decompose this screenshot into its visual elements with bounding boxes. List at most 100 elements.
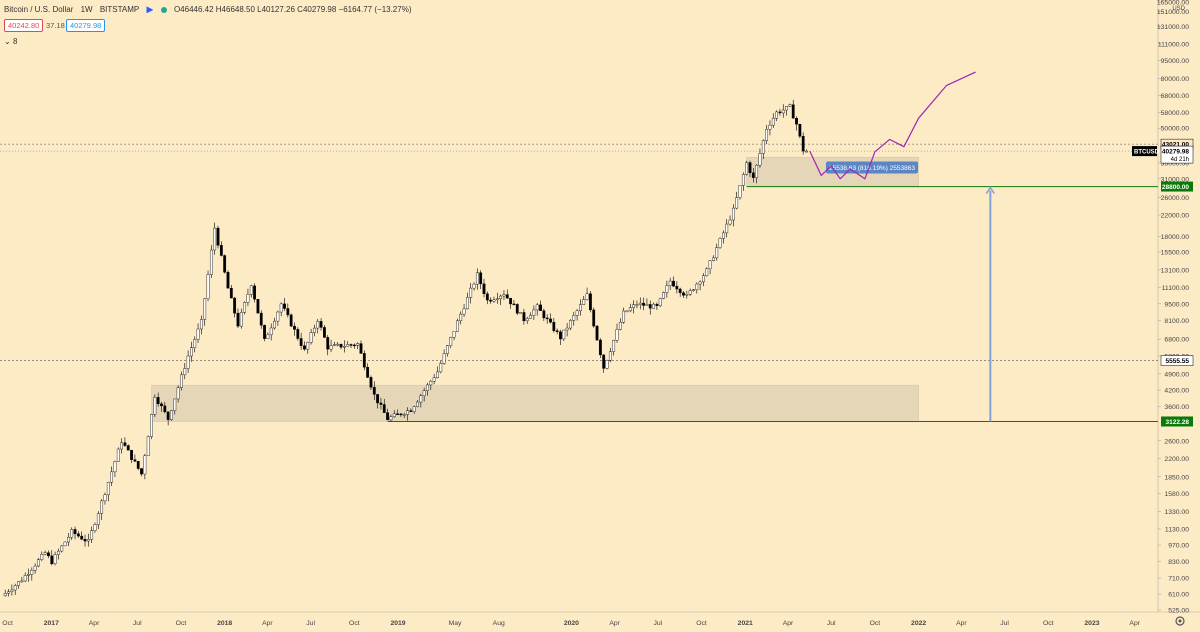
y-tick-label: 11100.00 [1162, 285, 1190, 292]
candle-body [715, 247, 719, 259]
candle-body [751, 172, 755, 178]
candle-body [173, 398, 177, 411]
candle-body [306, 342, 310, 350]
candle-body [386, 412, 389, 421]
y-tick-label: 1580.00 [1164, 491, 1189, 498]
candle-body [462, 308, 466, 315]
candle-body [136, 461, 140, 469]
x-tick-label: Apr [783, 620, 794, 627]
candle-body [379, 402, 383, 405]
measure-label: 25538.63 (816.19%) 2553863 [829, 165, 915, 172]
symbol-name[interactable]: Bitcoin / U.S. Dollar [4, 5, 74, 14]
candle-body [166, 411, 170, 420]
y-tick-label: 6800.00 [1164, 337, 1189, 344]
candle-body [33, 565, 37, 571]
candle-body [585, 293, 589, 300]
candle-body [628, 307, 632, 312]
candle-body [426, 384, 429, 391]
y-tick-label: 80000.00 [1161, 76, 1190, 83]
candle-body [409, 410, 413, 412]
candle-body [133, 459, 137, 462]
y-tick-label: 13100.00 [1161, 267, 1190, 274]
y-tick-label: 8100.00 [1164, 318, 1189, 325]
candle-body [778, 111, 782, 114]
candle-body [768, 124, 772, 130]
price-label-bg [1160, 355, 1194, 366]
candle-body [382, 404, 386, 413]
x-tick-label: 2017 [44, 620, 59, 627]
symbol-tag-bg [1132, 146, 1157, 157]
price-axis [1158, 0, 1200, 632]
candle-body [672, 280, 675, 287]
candle-body [675, 285, 679, 290]
candle-body [598, 339, 602, 356]
candle-body [113, 461, 117, 473]
symbol-tag: BTCUSD [1134, 150, 1160, 156]
y-tick-label: 111000.00 [1158, 41, 1189, 48]
candle-body [30, 570, 34, 575]
candle-body [163, 405, 167, 413]
candle-body [728, 219, 732, 225]
candle-body [685, 294, 689, 296]
candle-body [721, 232, 725, 239]
indicators-toggle[interactable]: ⌄ 8 [4, 37, 17, 46]
candle-body [170, 410, 173, 420]
candle-body [515, 304, 519, 314]
x-tick-label: Oct [176, 620, 187, 627]
candle-body [160, 403, 163, 407]
candle-body [801, 136, 805, 152]
ask-price[interactable]: 40279.98 [66, 19, 106, 32]
market-open-icon [160, 6, 167, 13]
candle-body [588, 293, 592, 311]
candle-body [110, 471, 114, 483]
candle-body [702, 275, 705, 283]
x-tick-label: 2021 [738, 620, 753, 627]
candle-body [239, 312, 243, 327]
y-tick-label: 1850.00 [1164, 474, 1189, 481]
candle-body [362, 353, 366, 368]
candle-body [452, 331, 456, 338]
y-tick-label: 95000.00 [1161, 58, 1190, 65]
x-tick-label: 2023 [1084, 620, 1099, 627]
interval-label[interactable]: 1W [80, 5, 93, 14]
candle-body [316, 321, 320, 329]
candle-body [86, 539, 90, 542]
candle-body [50, 555, 54, 565]
y-tick-label: 2600.00 [1164, 438, 1189, 445]
candle-body [519, 312, 522, 314]
candle-body [635, 304, 639, 306]
candle-body [419, 395, 423, 403]
candle-body [27, 574, 30, 576]
candle-body [349, 344, 353, 346]
candle-body [625, 310, 629, 313]
candle-body [243, 302, 247, 313]
candle-body [708, 260, 712, 269]
gear-icon[interactable] [1175, 616, 1185, 626]
candle-body [396, 413, 399, 416]
candle-body [642, 302, 645, 306]
candle-body [482, 283, 486, 294]
candle-body [559, 331, 562, 340]
candle-body [126, 445, 130, 451]
candle-body [522, 312, 526, 322]
candle-body [741, 174, 745, 186]
candle-body [352, 344, 356, 347]
candle-body [499, 295, 503, 300]
candle-body [712, 257, 715, 261]
candle-body [549, 318, 552, 323]
candle-body [775, 111, 778, 119]
y-tick-label: 830.00 [1168, 559, 1189, 566]
candle-body [465, 297, 469, 310]
bid-price[interactable]: 40242.80 [4, 19, 44, 32]
candle-body [665, 285, 669, 293]
candle-body [143, 455, 147, 475]
x-tick-label: Jul [306, 620, 315, 627]
candle-body [595, 325, 599, 341]
candle-body [652, 303, 655, 309]
candle-body [718, 238, 722, 248]
candle-body [13, 585, 17, 591]
candle-body [186, 355, 190, 369]
candle-body [17, 581, 20, 586]
